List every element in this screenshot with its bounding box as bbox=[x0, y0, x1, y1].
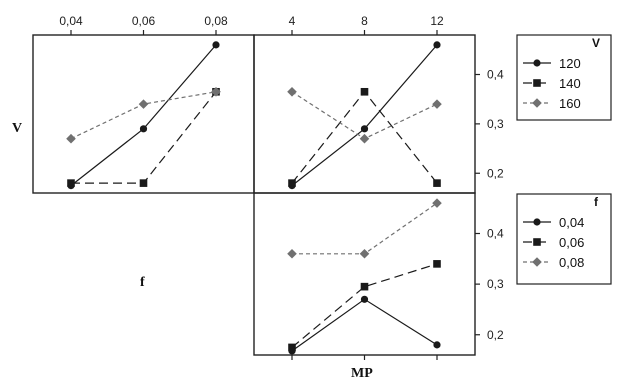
legend-label: 0,08 bbox=[559, 255, 584, 270]
row-label-f: f bbox=[140, 275, 145, 290]
legend-marker bbox=[532, 98, 542, 108]
data-point-f-vs-mp-2 bbox=[288, 343, 296, 352]
data-point-v-vs-f-3 bbox=[66, 133, 76, 144]
legend-marker bbox=[533, 218, 541, 226]
data-point-v-vs-mp-3 bbox=[432, 99, 442, 109]
panel-frame-v-vs-f bbox=[32, 34, 255, 194]
data-point-f-vs-mp-3 bbox=[287, 248, 297, 259]
series-line-f-vs-mp-1 bbox=[291, 298, 438, 352]
data-point-v-vs-f-2 bbox=[67, 179, 75, 187]
legend-label: 160 bbox=[559, 96, 581, 111]
data-point-v-vs-mp-1 bbox=[433, 41, 441, 49]
data-point-v-vs-mp-2 bbox=[288, 179, 296, 187]
data-point-f-vs-mp-2 bbox=[360, 282, 369, 291]
data-point-v-vs-mp-3 bbox=[287, 86, 297, 97]
x-tick-label: 4 bbox=[289, 14, 296, 28]
data-point-v-vs-mp-2 bbox=[433, 179, 441, 187]
legend-marker bbox=[532, 257, 542, 267]
data-point-f-vs-mp-2 bbox=[433, 260, 441, 268]
data-point-v-vs-f-2 bbox=[139, 179, 148, 187]
data-point-f-vs-mp-3 bbox=[359, 248, 370, 259]
legend-marker bbox=[533, 238, 541, 246]
data-point-v-vs-mp-2 bbox=[360, 87, 369, 96]
legend-label: 140 bbox=[559, 76, 581, 91]
y-tick-label: 0,4 bbox=[487, 68, 504, 82]
x-axis-title: MP bbox=[351, 366, 373, 381]
legend-marker bbox=[533, 59, 541, 67]
x-tick-label: 8 bbox=[361, 14, 368, 28]
data-point-f-vs-mp-3 bbox=[432, 198, 442, 208]
y-tick-label: 0,3 bbox=[487, 117, 504, 131]
y-tick-label: 0,2 bbox=[487, 166, 504, 180]
series-line-f-vs-mp-3 bbox=[292, 202, 438, 255]
data-point-v-vs-f-3 bbox=[138, 99, 149, 109]
data-point-v-vs-mp-3 bbox=[359, 133, 370, 144]
data-point-v-vs-mp-1 bbox=[360, 125, 369, 133]
series-line-v-vs-mp-1 bbox=[291, 44, 438, 187]
legend-box-f bbox=[516, 193, 612, 285]
legend-title: f bbox=[594, 195, 599, 209]
legend-marker bbox=[533, 79, 541, 87]
panel-frame-v-vs-mp bbox=[253, 34, 476, 194]
x-tick-label: 0,08 bbox=[204, 14, 228, 28]
series-line-f-vs-mp-2 bbox=[291, 263, 438, 348]
data-point-v-vs-f-1 bbox=[212, 41, 220, 49]
row-label-v: V bbox=[12, 121, 22, 136]
legend-label: 0,04 bbox=[559, 215, 584, 230]
y-tick-label: 0,3 bbox=[487, 277, 504, 291]
data-point-f-vs-mp-1 bbox=[433, 341, 441, 349]
data-point-v-vs-f-1 bbox=[139, 125, 148, 133]
x-tick-label: 12 bbox=[430, 14, 444, 28]
y-tick-label: 0,2 bbox=[487, 328, 504, 342]
legend-label: 0,06 bbox=[559, 235, 584, 250]
legend-label: 120 bbox=[559, 56, 581, 71]
y-tick-label: 0,4 bbox=[487, 227, 504, 241]
legend-title: V bbox=[592, 36, 600, 50]
legend-box-v bbox=[516, 34, 612, 121]
data-point-v-vs-f-3 bbox=[211, 86, 221, 97]
data-point-f-vs-mp-1 bbox=[360, 295, 369, 303]
x-tick-label: 0,06 bbox=[132, 14, 156, 28]
series-line-v-vs-f-1 bbox=[70, 44, 217, 187]
panel-frame-f-vs-mp bbox=[253, 192, 476, 356]
x-tick-label: 0,04 bbox=[59, 14, 83, 28]
